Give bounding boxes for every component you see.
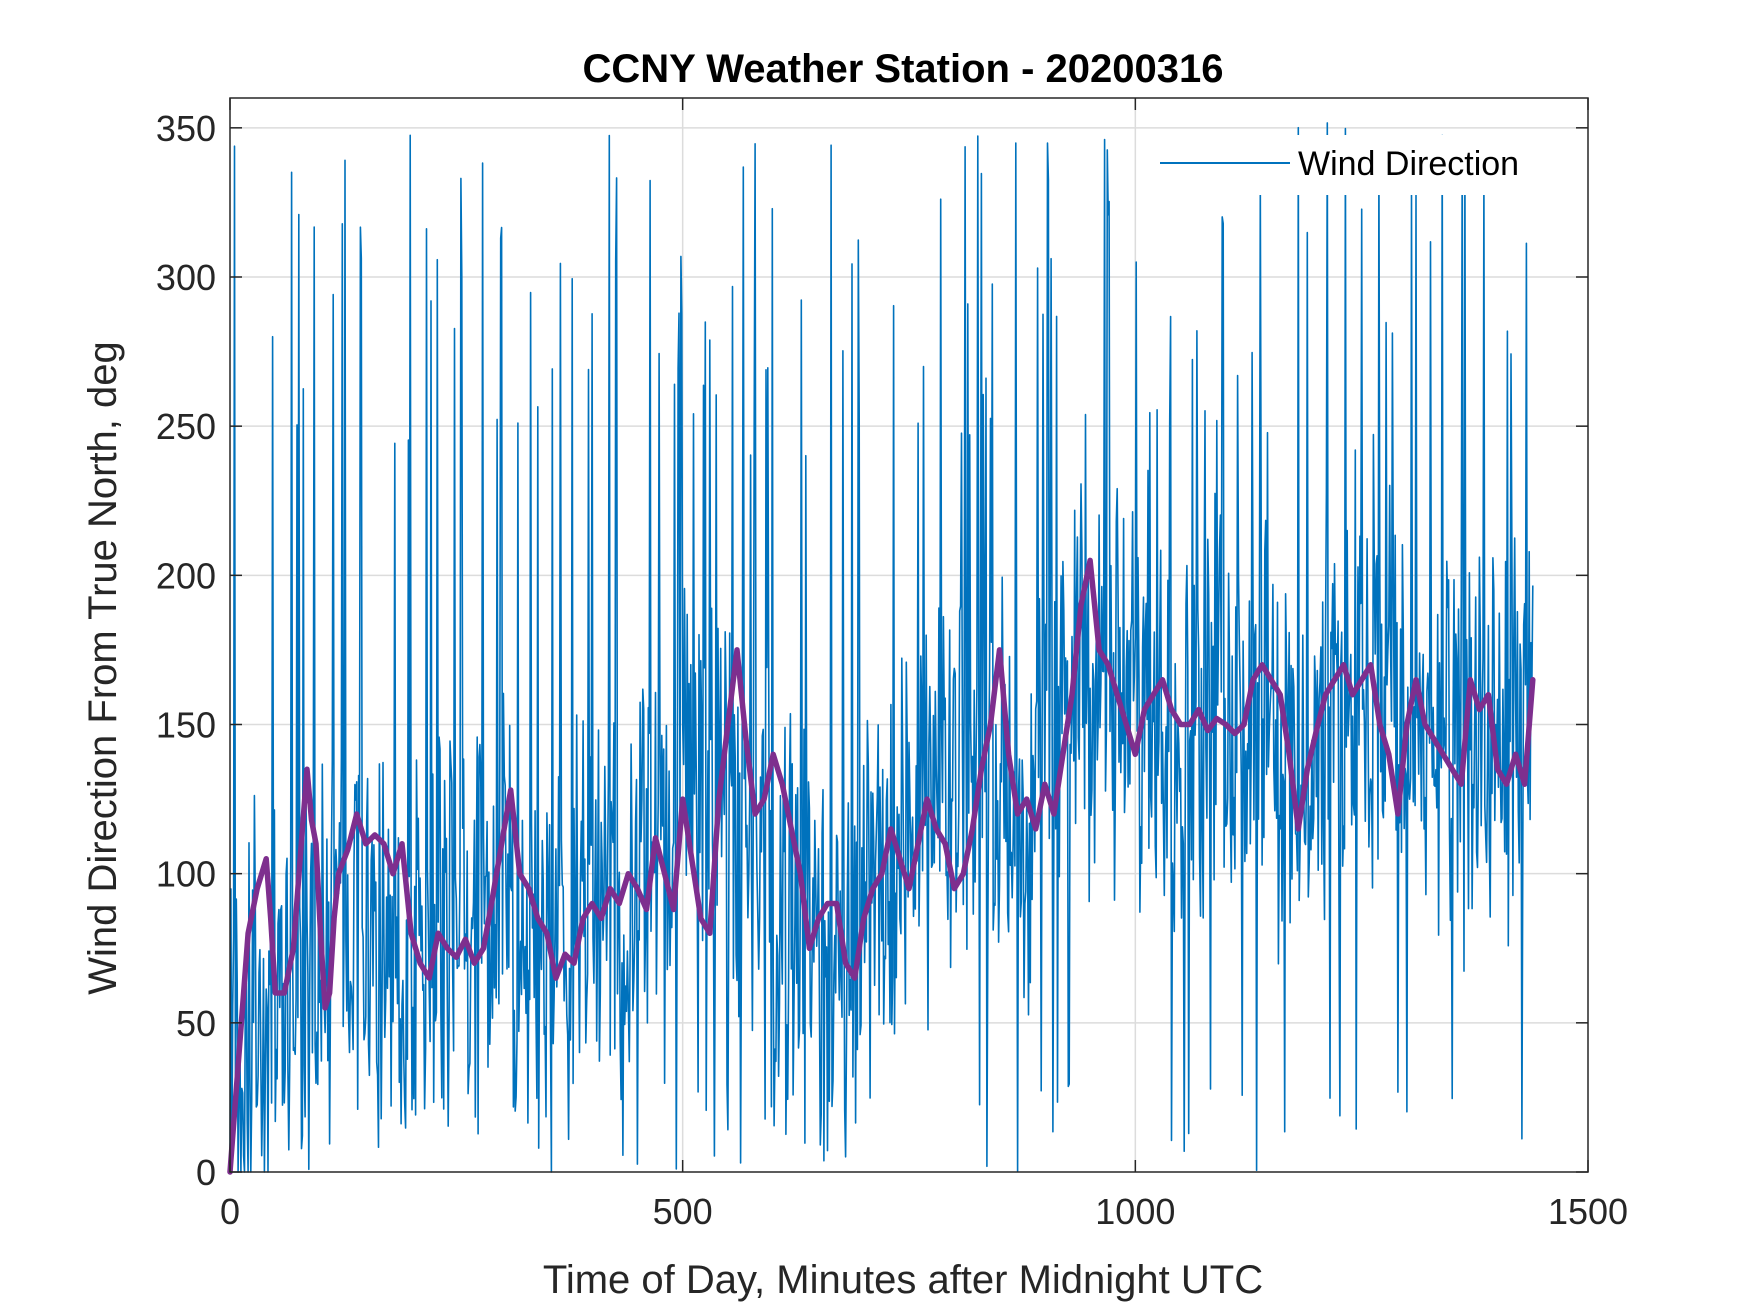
y-axis-label: Wind Direction From True North, deg [81,341,125,995]
x-tick-label: 0 [220,1191,240,1232]
y-tick-label: 100 [156,854,216,895]
x-axis-label: Time of Day, Minutes after Midnight UTC [543,1258,1263,1302]
y-tick-label: 50 [176,1003,216,1044]
series-line-smoothed [227,557,1536,1175]
x-tick-label: 500 [653,1191,713,1232]
legend-box [1150,135,1570,195]
legend-label-wind-direction: Wind Direction [1298,145,1519,183]
y-tick-label: 150 [156,705,216,746]
y-tick-label: 0 [196,1152,216,1193]
raw-series-group [229,122,1534,1173]
y-tick-label: 350 [156,108,216,149]
y-tick-label: 200 [156,555,216,596]
axes-box [229,97,1589,1173]
chart-title: CCNY Weather Station - 20200316 [583,47,1224,91]
legend: Wind Direction [1150,135,1570,195]
series-line-wind-direction [229,122,1534,1173]
smoothed-series-group [227,557,1536,1175]
tick-marks [229,98,1589,1173]
y-tick-label: 300 [156,257,216,298]
y-tick-label: 250 [156,406,216,447]
x-tick-label: 1500 [1548,1191,1628,1232]
x-tick-label: 1000 [1095,1191,1175,1232]
tick-labels: 0 500 1000 1500 0 50 100 150 200 250 300 350 [156,108,1628,1232]
